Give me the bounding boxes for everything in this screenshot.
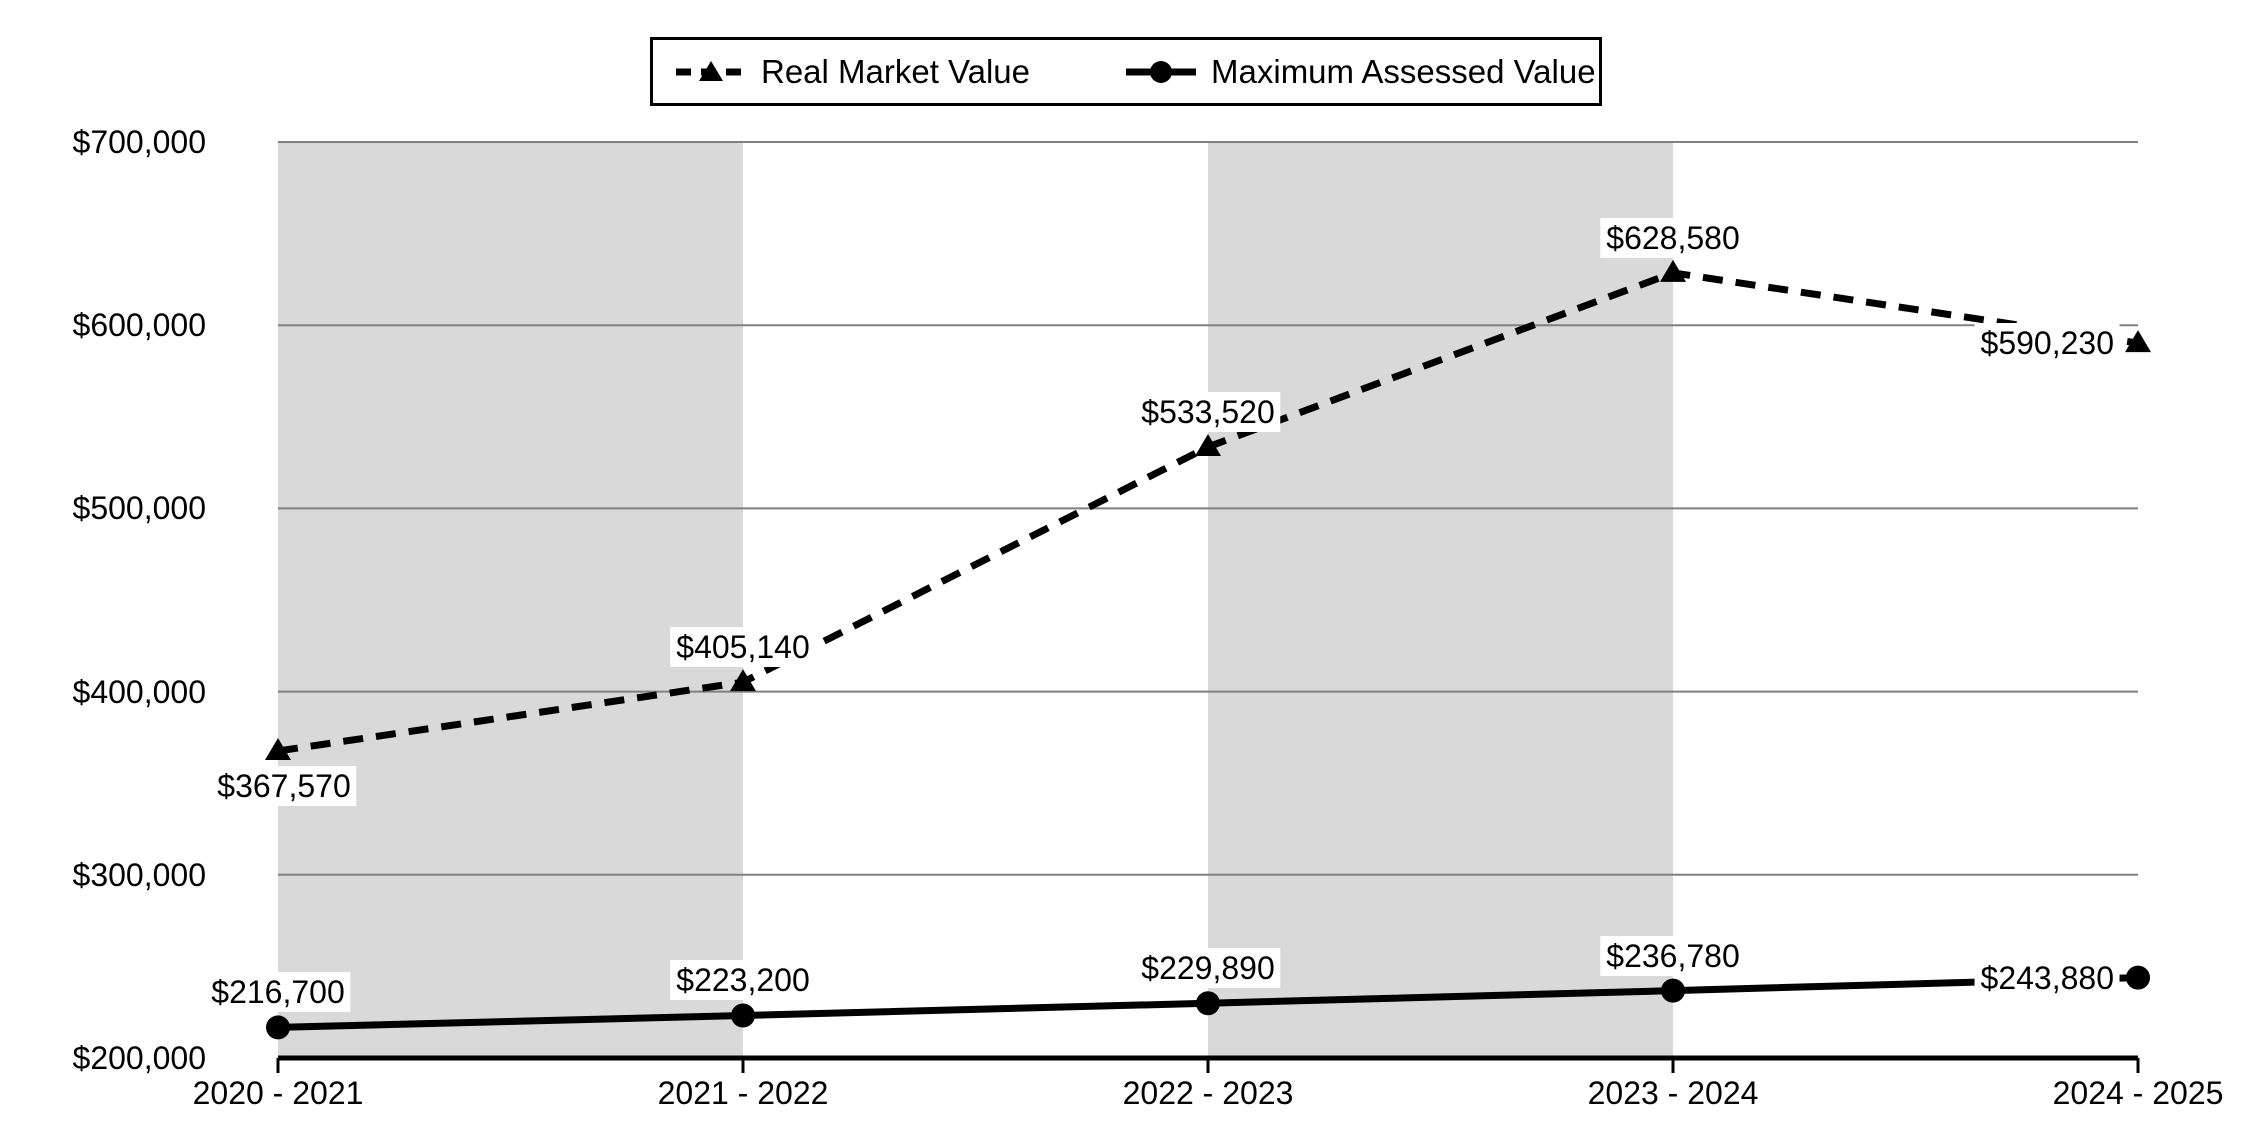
data-label: $236,780: [1600, 935, 1746, 976]
data-label: $216,700: [205, 972, 351, 1013]
triangle-marker: [2125, 330, 2151, 353]
y-axis-tick-label: $600,000: [72, 307, 206, 344]
x-axis-tick-label: 2020 - 2021: [192, 1075, 364, 1111]
y-axis-tick-label: $200,000: [72, 1040, 206, 1076]
y-axis-tick-label: $500,000: [72, 490, 206, 527]
solid-line-circle-marker-icon: [1126, 60, 1197, 83]
x-axis-tick-label: 2024 - 2025: [2052, 1075, 2224, 1111]
data-label: $243,880: [1974, 957, 2120, 998]
data-label: $367,570: [211, 766, 357, 806]
legend-item-maximum-assessed-value: Maximum Assessed Value: [1126, 52, 1596, 90]
x-axis-tick-label: 2021 - 2022: [657, 1075, 829, 1111]
plot-band: [1208, 142, 1673, 1058]
legend-label-real-market-value: Real Market Value: [761, 52, 1031, 90]
circle-marker: [1661, 978, 1685, 1003]
data-label: $628,580: [1600, 217, 1746, 258]
y-axis-tick-label: $300,000: [72, 856, 206, 893]
legend-item-real-market-value: Real Market Value: [676, 52, 1031, 90]
x-axis-tick-label: 2023 - 2024: [1587, 1075, 1759, 1111]
circle-marker: [731, 1003, 755, 1028]
circle-marker: [266, 1015, 290, 1040]
x-axis-tick-label: 2022 - 2023: [1122, 1075, 1294, 1111]
y-axis-tick-label: $700,000: [72, 124, 206, 160]
circle-marker: [1196, 991, 1220, 1016]
triangle-marker: [1195, 433, 1221, 456]
data-label: $405,140: [670, 627, 816, 668]
data-label: $590,230: [1974, 323, 2120, 364]
data-label: $533,520: [1135, 391, 1281, 432]
data-label: $229,890: [1135, 948, 1281, 989]
circle-marker: [2126, 965, 2150, 990]
y-axis-tick-label: $400,000: [72, 673, 206, 710]
triangle-marker: [1660, 259, 1686, 282]
triangle-marker: [730, 669, 756, 692]
chart-legend: Real Market Value Maximum Assessed Value: [650, 37, 1602, 106]
triangle-marker: [265, 738, 291, 761]
plot-band: [278, 142, 743, 1058]
dashed-line-triangle-marker-icon: [676, 60, 746, 81]
legend-label-maximum-assessed-value: Maximum Assessed Value: [1211, 52, 1596, 90]
data-label: $223,200: [670, 960, 816, 1001]
